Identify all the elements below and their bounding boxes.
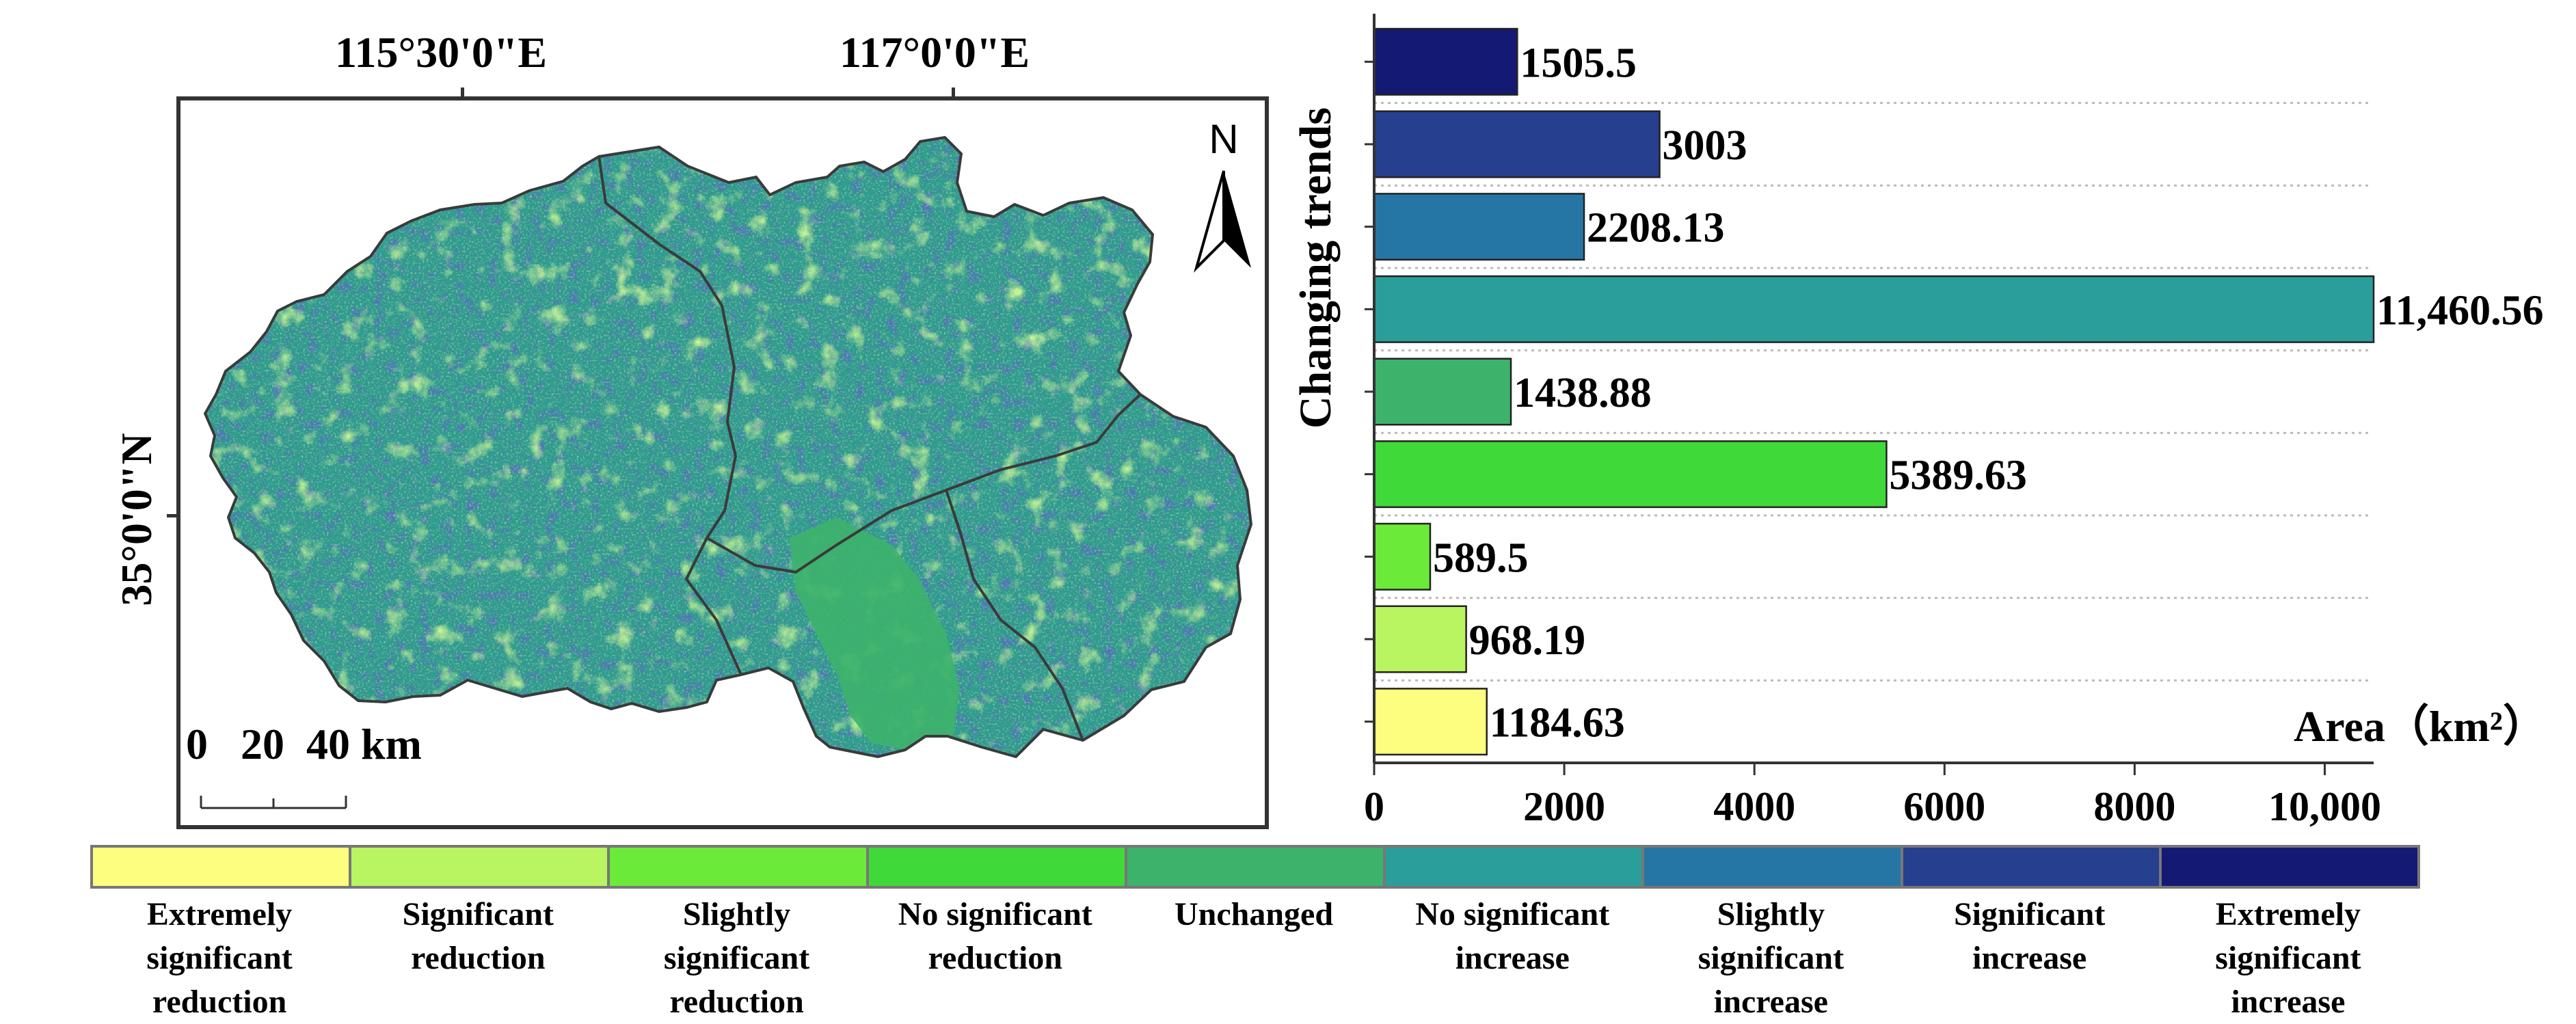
y-axis-title: Changing trends — [1291, 107, 1341, 429]
x-tick-label: 2000 — [1523, 784, 1605, 829]
legend-swatch — [1641, 845, 1903, 889]
legend-swatch — [1383, 845, 1645, 889]
bar — [1373, 688, 1488, 756]
legend-label: Slightly significant increase — [1698, 896, 1844, 1020]
legend-label: Slightly significant reduction — [663, 896, 810, 1020]
bar-value-label: 11,460.56 — [2376, 287, 2544, 334]
legend-swatch — [90, 845, 352, 889]
map-frame — [176, 96, 1269, 829]
legend-label: Significant increase — [1953, 896, 2106, 976]
district-boundary-east — [945, 489, 1084, 741]
legend-label: No significant reduction — [898, 896, 1092, 976]
legend-swatch — [2158, 845, 2420, 889]
bar — [1373, 522, 1432, 591]
bar — [1373, 605, 1467, 673]
x-axis-title: Area（km²） — [2294, 702, 2547, 751]
x-tick-label: 8000 — [2093, 784, 2175, 829]
latitude-label: 35°0'0"N — [112, 433, 161, 606]
legend-label: Unchanged — [1174, 896, 1334, 932]
bar — [1373, 275, 2375, 343]
study-area-map — [204, 136, 1252, 758]
bar-value-label: 589.5 — [1433, 535, 1529, 581]
legend-swatch — [349, 845, 611, 889]
longitude-label-1: 115°30'0"E — [335, 28, 548, 77]
legend-label: Extremely significant increase — [2215, 896, 2361, 1020]
legend-swatch — [1124, 845, 1386, 889]
bars: 1505.5 3003 2208.13 11,460.56 1438.88 5389.63… — [1373, 27, 2544, 756]
bar-value-label: 2208.13 — [1587, 205, 1725, 252]
district-boundary-west — [598, 156, 742, 675]
x-tick-label: 0 — [1364, 784, 1384, 829]
bar — [1373, 193, 1585, 261]
legend-label: No significant increase — [1415, 896, 1610, 976]
bar-value-label: 1184.63 — [1490, 700, 1625, 746]
unchanged-zone — [789, 517, 960, 750]
longitude-tick-1 — [461, 87, 464, 97]
north-arrow-icon: N — [1193, 118, 1251, 273]
bar — [1373, 110, 1661, 178]
latitude-tick — [167, 514, 176, 517]
bar — [1373, 27, 1518, 96]
north-label: N — [1209, 118, 1238, 162]
legend-swatch — [1900, 845, 2162, 889]
axes: 0 2000 4000 6000 8000 10,000 — [1364, 14, 2381, 829]
longitude-label-2: 117°0'0"E — [840, 28, 1030, 77]
scale-bar — [200, 796, 347, 809]
legend-label: Extremely significant reduction — [146, 896, 293, 1020]
bar-value-label: 1438.88 — [1514, 370, 1652, 416]
gridlines — [1374, 102, 2369, 682]
area-bar-chart: 1505.5 3003 2208.13 11,460.56 1438.88 5389.63… — [1364, 14, 2547, 829]
x-tick-label: 6000 — [1903, 784, 1985, 829]
trend-raster — [205, 137, 1251, 757]
legend-label: Significant reduction — [402, 896, 554, 976]
x-tick-label: 4000 — [1713, 784, 1795, 829]
bar — [1373, 358, 1512, 426]
bar — [1373, 440, 1888, 509]
bar-value-label: 3003 — [1663, 122, 1747, 169]
bar-value-label: 5389.63 — [1889, 453, 2027, 499]
legend-swatch — [607, 845, 869, 889]
x-tick-label: 10,000 — [2268, 784, 2381, 829]
longitude-tick-2 — [952, 87, 955, 97]
bar-value-label: 1505.5 — [1520, 40, 1637, 86]
legend-swatch — [866, 845, 1127, 889]
bar-value-label: 968.19 — [1469, 617, 1586, 664]
scale-label: 0 20 40 km — [186, 720, 422, 768]
